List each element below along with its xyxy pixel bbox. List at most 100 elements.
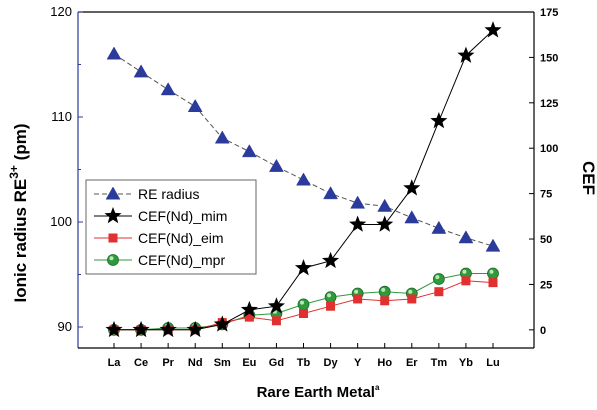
legend-marker	[108, 233, 118, 243]
data-point	[487, 267, 499, 280]
axes: 90 100 110 120 0 25 50 75 100 125 150 175 La Ce Pr Nd Sm…	[50, 4, 558, 369]
data-point	[241, 144, 257, 158]
data-point	[378, 285, 391, 298]
y-right-tick-label: 50	[540, 234, 552, 246]
data-point	[377, 198, 393, 212]
series-RE radius	[106, 46, 501, 252]
data-point	[323, 186, 339, 200]
data-point-highlight	[408, 289, 413, 294]
y-left-tick-label: 90	[58, 319, 72, 334]
data-point	[105, 320, 123, 338]
data-point	[324, 291, 337, 304]
data-point	[353, 294, 363, 304]
data-point	[431, 220, 447, 234]
data-point-highlight	[462, 269, 467, 274]
data-point	[485, 238, 501, 252]
axis-titles: Rare Earth Metala Ionic radius RE3+ (pm)…	[7, 124, 597, 401]
data-point	[404, 210, 420, 224]
data-point	[268, 158, 284, 172]
data-point-highlight	[381, 287, 386, 292]
data-point	[376, 215, 394, 232]
data-point	[458, 230, 474, 244]
data-point	[294, 259, 313, 276]
data-point	[271, 316, 281, 326]
legend-label: RE radius	[138, 186, 199, 202]
x-tick-label: Y	[354, 357, 362, 369]
legend-marker-highlight	[109, 256, 114, 261]
legend-marker	[107, 254, 119, 266]
data-point	[132, 320, 150, 338]
legend-marker	[105, 186, 121, 200]
data-point-highlight	[489, 269, 494, 274]
data-point	[299, 308, 308, 318]
legend-label: CEF(Nd)_eim	[138, 230, 224, 246]
data-point	[159, 320, 177, 338]
data-point	[457, 46, 475, 63]
x-tick-label: Dy	[324, 357, 339, 369]
legend-label: CEF(Nd)_mim	[138, 208, 227, 224]
y-axis-left-title: Ionic radius RE3+ (pm)	[7, 124, 30, 303]
data-point	[461, 276, 471, 286]
data-point	[297, 298, 310, 311]
x-axis-title: Rare Earth Metala	[257, 383, 380, 401]
legend-label: CEF(Nd)_mpr	[138, 252, 225, 268]
x-tick-label: Eu	[242, 357, 256, 369]
data-point	[326, 301, 336, 311]
x-tick-label: Ho	[377, 357, 392, 369]
data-point	[186, 320, 204, 338]
data-point	[349, 215, 367, 232]
y-left-tick-label: 110	[51, 109, 72, 124]
data-point-highlight	[354, 289, 359, 294]
data-point	[430, 111, 448, 129]
data-point	[106, 46, 122, 60]
y-right-tick-label: 75	[540, 189, 552, 201]
data-point	[214, 130, 230, 144]
y-right-tick-label: 125	[540, 98, 558, 110]
x-tick-label: Yb	[459, 357, 473, 369]
x-tick-label: Tb	[297, 357, 311, 369]
data-point	[322, 251, 340, 269]
x-tick-label: Lu	[486, 357, 499, 369]
x-tick-label: Gd	[269, 357, 284, 369]
data-point-highlight	[435, 275, 440, 280]
y-left-tick-label: 120	[50, 4, 72, 19]
y-right-tick-label: 100	[540, 143, 558, 155]
data-point	[296, 172, 311, 186]
data-point	[434, 287, 444, 297]
y-left-tick-label: 100	[50, 214, 72, 229]
x-tick-label: Nd	[188, 357, 203, 369]
y-right-tick-label: 0	[540, 325, 546, 337]
y-axis-right-title: CEF	[579, 161, 597, 195]
x-tick-label: Tm	[431, 357, 448, 369]
series-CEF(Nd)_mim	[105, 21, 502, 338]
x-tick-label: La	[108, 357, 122, 369]
x-tick-label: Er	[406, 357, 418, 369]
data-point	[380, 296, 390, 306]
data-point	[160, 82, 176, 96]
x-tick-label: Sm	[214, 357, 231, 369]
legend: RE radius CEF(Nd)_mim CEF(Nd)_eim CEF(Nd)_m…	[85, 179, 257, 275]
data-point	[350, 195, 366, 209]
data-point	[403, 179, 421, 196]
data-point	[267, 297, 285, 314]
x-tick-label: Ce	[134, 357, 148, 369]
y-right-tick-label: 150	[540, 52, 558, 64]
data-point	[244, 312, 254, 322]
data-point	[187, 98, 203, 112]
data-point	[240, 300, 258, 318]
y-right-tick-label: 25	[540, 279, 552, 291]
data-point	[213, 315, 231, 332]
data-point	[407, 294, 417, 304]
series-line	[113, 53, 494, 247]
data-point	[484, 21, 502, 38]
legend-marker	[104, 207, 122, 224]
y-right-tick-label: 175	[540, 7, 558, 19]
data-point	[133, 64, 149, 78]
data-point	[488, 278, 498, 288]
data-point-highlight	[300, 300, 304, 305]
series-layer	[105, 21, 502, 338]
x-tick-label: Pr	[162, 357, 174, 369]
data-point	[432, 273, 445, 285]
